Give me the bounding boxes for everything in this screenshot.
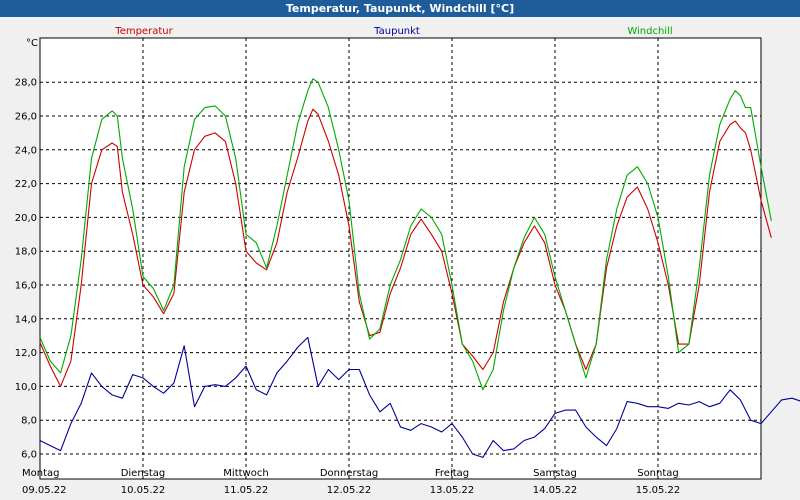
x-axis-ticks: Montag 09.05.22 Dienstag 10.05.22 Mittwoch 11… (22, 468, 680, 496)
y-tick-label: 18,0 (15, 247, 37, 258)
x-tick-day-label: Dienstag (121, 468, 166, 479)
series-line-temperatur (39, 108, 772, 387)
legend-entry-taupunkt: Taupunkt (373, 26, 420, 37)
y-tick-label: 8,0 (21, 416, 37, 427)
chart-title: Temperatur, Taupunkt, Windchill [°C] (0, 0, 800, 17)
x-tick-day-label: Freitag (435, 468, 469, 479)
x-tick-date-label: 11.05.22 (224, 485, 269, 496)
legend-entry-temperatur: Temperatur (114, 26, 173, 37)
series-line-windchill (39, 78, 772, 391)
x-tick-day-label: Donnerstag (320, 468, 378, 479)
series-line-taupunkt (39, 336, 800, 458)
y-tick-label: 16,0 (15, 281, 37, 292)
gridlines (40, 38, 761, 479)
legend: Temperatur Taupunkt Windchill (114, 26, 672, 37)
x-tick-date-label: 09.05.22 (22, 485, 67, 496)
y-tick-label: 28,0 (15, 78, 37, 89)
series-lines (39, 78, 800, 458)
x-tick-day-label: Sonntag (637, 468, 679, 479)
x-tick-date-label: 10.05.22 (121, 485, 166, 496)
x-tick-day-label: Montag (22, 468, 59, 479)
y-axis-unit-label: °C (26, 38, 38, 49)
x-tick-date-label: 13.05.22 (430, 485, 475, 496)
y-axis-ticks: 6,0 8,0 10,0 12,0 14,0 16,0 18,0 20,0 22,0 24,0 26… (15, 78, 37, 461)
x-tick-day-label: Samstag (533, 468, 577, 479)
x-tick-day-label: Mittwoch (223, 468, 268, 479)
x-tick-date-label: 12.05.22 (327, 485, 372, 496)
x-tick-date-label: 15.05.22 (636, 485, 681, 496)
y-tick-label: 6,0 (21, 450, 37, 461)
y-tick-label: 24,0 (15, 145, 37, 156)
chart: 6,0 8,0 10,0 12,0 14,0 16,0 18,0 20,0 22,0 24,0 26… (15, 26, 800, 496)
legend-entry-windchill: Windchill (627, 26, 672, 37)
y-tick-label: 10,0 (15, 382, 37, 393)
x-tick-date-label: 14.05.22 (533, 485, 578, 496)
y-tick-label: 20,0 (15, 213, 37, 224)
y-tick-label: 26,0 (15, 112, 37, 123)
y-tick-label: 12,0 (15, 348, 37, 359)
y-tick-label: 14,0 (15, 314, 37, 325)
y-tick-label: 22,0 (15, 179, 37, 190)
